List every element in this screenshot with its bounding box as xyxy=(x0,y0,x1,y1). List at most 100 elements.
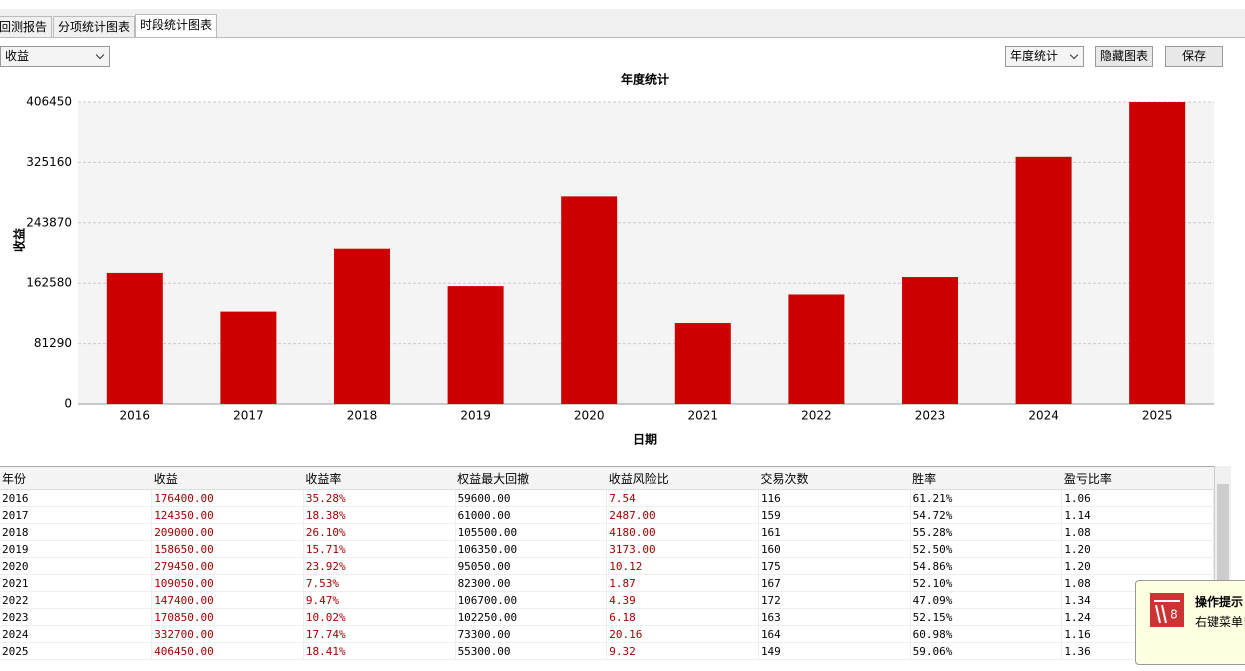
table-cell: 55300.00 xyxy=(455,642,608,660)
table-cell: 332700.00 xyxy=(151,625,304,643)
table-cell: 102250.00 xyxy=(455,608,608,626)
table-cell: 60.98% xyxy=(910,625,1063,643)
table-cell: 4.39 xyxy=(606,591,759,609)
bar xyxy=(334,248,390,404)
table-row[interactable]: 2021 109050.00 7.53% 82300.00 1.87 167 52.10% 1… xyxy=(0,574,1214,592)
x-tick-label: 2020 xyxy=(574,409,605,423)
table-cell: 106350.00 xyxy=(455,540,608,558)
table-row[interactable]: 2023 170850.00 10.02% 102250.00 6.18 163 52.15… xyxy=(0,608,1214,626)
chart-title: 年度统计 xyxy=(621,72,669,87)
table-cell: 9.32 xyxy=(606,642,759,660)
table-cell: 26.10% xyxy=(303,523,456,541)
table-cell: 47.09% xyxy=(910,591,1063,609)
table-cell: 10.02% xyxy=(303,608,456,626)
table-cell: 163 xyxy=(758,608,911,626)
x-tick-label: 2024 xyxy=(1028,409,1059,423)
table-cell: 2016 xyxy=(0,489,153,507)
table-row[interactable]: 2016 176400.00 35.28% 59600.00 7.54 116 61.21%… xyxy=(0,489,1214,507)
bar xyxy=(902,277,958,404)
table-cell: 82300.00 xyxy=(455,574,608,592)
table-cell: 61.21% xyxy=(910,489,1063,507)
table-cell: 54.72% xyxy=(910,506,1063,524)
bar xyxy=(788,294,845,404)
bar xyxy=(1129,102,1186,404)
table-cell: 59600.00 xyxy=(455,489,608,507)
x-tick-label: 2022 xyxy=(801,409,832,423)
table-cell: 10.12 xyxy=(606,557,759,575)
x-axis-label: 日期 xyxy=(633,432,657,447)
save-button[interactable]: 保存 xyxy=(1165,46,1223,67)
data-table: 年份 收益 收益率 权益最大回撤 收益风险比 交易次数 胜率 盈亏比率 2016 176400.0… xyxy=(0,466,1214,665)
column-header: 交易次数 xyxy=(758,467,911,490)
table-cell: 147400.00 xyxy=(151,591,304,609)
toast[interactable]: 8 操作提示 右键菜单! xyxy=(1135,580,1245,665)
table-cell: 1.06 xyxy=(1061,489,1214,507)
x-tick-label: 2016 xyxy=(120,409,151,423)
column-header: 收益率 xyxy=(303,467,456,490)
table-cell: 149 xyxy=(758,642,911,660)
y-tick-label: 0 xyxy=(64,397,72,411)
table-cell: 35.28% xyxy=(303,489,456,507)
table-cell: 406450.00 xyxy=(151,642,304,660)
table-row[interactable]: 2020 279450.00 23.92% 95050.00 10.12 175 54.86… xyxy=(0,557,1214,575)
table-cell: 116 xyxy=(758,489,911,507)
table-cell: 52.10% xyxy=(910,574,1063,592)
table-cell: 2023 xyxy=(0,608,153,626)
table-cell: 159 xyxy=(758,506,911,524)
table-cell: 106700.00 xyxy=(455,591,608,609)
column-header: 收益 xyxy=(151,467,304,490)
column-header: 年份 xyxy=(0,467,152,490)
table-cell: 175 xyxy=(758,557,911,575)
table-cell: 160 xyxy=(758,540,911,558)
table-row[interactable]: 2017 124350.00 18.38% 61000.00 2487.00 159 54.… xyxy=(0,506,1214,524)
window-strip xyxy=(0,0,1245,9)
y-tick-label: 81290 xyxy=(34,336,72,350)
y-tick-label: 406450 xyxy=(26,95,72,109)
x-tick-label: 2025 xyxy=(1142,409,1173,423)
bar xyxy=(447,286,504,404)
hide-button[interactable]: 隐藏图表 xyxy=(1095,46,1153,67)
metric-select[interactable]: 收益 xyxy=(0,46,110,67)
table-cell: 7.53% xyxy=(303,574,456,592)
toast-icon: 8 xyxy=(1150,593,1184,627)
table-cell: 2020 xyxy=(0,557,153,575)
table-cell: 158650.00 xyxy=(151,540,304,558)
bar xyxy=(674,322,731,404)
y-tick-label: 162580 xyxy=(26,276,72,290)
table-cell: 9.47% xyxy=(303,591,456,609)
table-row[interactable]: 2024 332700.00 17.74% 73300.00 20.16 164 60.98… xyxy=(0,625,1214,643)
table-row[interactable]: 2025 406450.00 18.41% 55300.00 9.32 149 59.06%… xyxy=(0,642,1214,660)
column-header: 权益最大回撤 xyxy=(455,467,607,490)
y-tick-label: 243870 xyxy=(26,215,72,229)
table-cell: 124350.00 xyxy=(151,506,304,524)
table-cell: 1.20 xyxy=(1061,557,1214,575)
table-cell: 209000.00 xyxy=(151,523,304,541)
table-cell: 164 xyxy=(758,625,911,643)
column-header: 胜率 xyxy=(910,467,1062,490)
table-cell: 73300.00 xyxy=(455,625,608,643)
table-cell: 1.20 xyxy=(1061,540,1214,558)
table-cell: 6.18 xyxy=(606,608,759,626)
period-select[interactable]: 年度统计 xyxy=(1005,46,1084,67)
bar xyxy=(561,196,618,404)
table-cell: 170850.00 xyxy=(151,608,304,626)
table-row[interactable]: 2019 158650.00 15.71% 106350.00 3173.00 160 52… xyxy=(0,540,1214,558)
x-tick-label: 2018 xyxy=(347,409,378,423)
table-cell: 2019 xyxy=(0,540,153,558)
table-cell: 2018 xyxy=(0,523,153,541)
tab[interactable]: 分项统计图表 xyxy=(53,16,136,37)
table-row[interactable]: 2018 209000.00 26.10% 105500.00 4180.00 161 55… xyxy=(0,523,1214,541)
tab-active[interactable]: 时段统计图表 xyxy=(135,14,218,38)
table-row[interactable]: 2022 147400.00 9.47% 106700.00 4.39 172 47.09%… xyxy=(0,591,1214,609)
x-tick-label: 2021 xyxy=(688,409,719,423)
table-cell: 2025 xyxy=(0,642,153,660)
x-tick-label: 2017 xyxy=(233,409,264,423)
y-tick-label: 325160 xyxy=(26,155,72,169)
table-cell: 17.74% xyxy=(303,625,456,643)
table-cell: 161 xyxy=(758,523,911,541)
table-cell: 1.87 xyxy=(606,574,759,592)
table-cell: 2021 xyxy=(0,574,153,592)
toast-title: 操作提示 xyxy=(1195,595,1244,609)
tab[interactable]: 回测报告 xyxy=(0,16,53,37)
